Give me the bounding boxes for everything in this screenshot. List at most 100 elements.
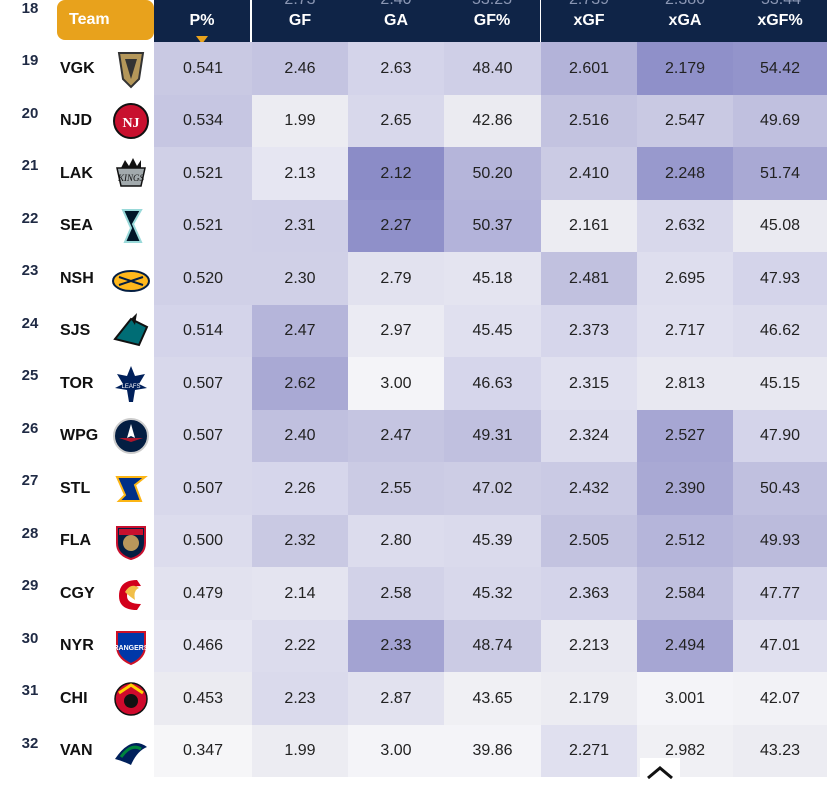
wpg-logo[interactable]: [111, 416, 151, 456]
team-abbreviation[interactable]: CGY: [60, 585, 95, 602]
stat-cell-xgf-pct: 49.93: [733, 515, 827, 567]
stat-cell-ga: 2.87: [348, 672, 444, 725]
fla-logo[interactable]: [111, 521, 151, 561]
header-ghost-wrapper: 53.44: [733, 0, 827, 14]
team-abbreviation[interactable]: NSH: [60, 270, 94, 287]
stat-cell-xgf-pct: 49.69: [733, 95, 827, 147]
stat-cell-gf-pct: 45.18: [444, 252, 541, 305]
team-abbreviation[interactable]: NJD: [60, 112, 93, 129]
team-abbreviation[interactable]: SEA: [60, 217, 93, 234]
stat-cell-ga: 2.80: [348, 515, 444, 567]
table-row[interactable]: 27 STL 0.507 2.26 2.55 47.02 2.432 2.390 50.43: [0, 462, 827, 515]
stat-cell-xga: 2.179: [637, 42, 733, 95]
stat-cell-xgf-pct: 47.77: [733, 567, 827, 620]
stat-cell-xgf-pct: 50.43: [733, 462, 827, 515]
team-column-header[interactable]: Team: [57, 0, 154, 40]
lak-logo[interactable]: KINGS: [111, 154, 151, 194]
stl-logo[interactable]: [111, 469, 151, 509]
stat-cell-gf: 2.40: [252, 410, 348, 462]
team-abbreviation[interactable]: FLA: [60, 532, 92, 549]
rank-number: 32: [21, 735, 39, 752]
stat-cell-p-pct: 0.500: [154, 515, 252, 567]
table-row[interactable]: 21 LAK KINGS 0.521 2.13 2.12 50.20 2.410 2.248 51…: [0, 147, 827, 200]
scroll-to-top-button[interactable]: [640, 758, 680, 783]
table-row[interactable]: 19 VGK 0.541 2.46 2.63 48.40 2.601 2.179 54.42: [0, 42, 827, 95]
vgk-logo[interactable]: [111, 49, 151, 89]
cgy-logo[interactable]: [111, 574, 151, 614]
rank-number: 19: [21, 52, 39, 69]
stat-cell-xgf-pct: 47.93: [733, 252, 827, 305]
stat-cell-p-pct: 0.507: [154, 462, 252, 515]
table-row[interactable]: 26 WPG 0.507 2.40 2.47 49.31 2.324 2.527 47.90: [0, 410, 827, 462]
team-abbreviation[interactable]: VGK: [60, 60, 95, 77]
team-abbreviation[interactable]: VAN: [60, 742, 93, 759]
stat-cell-gf: 1.99: [252, 95, 348, 147]
stat-cell-ga: 2.33: [348, 620, 444, 672]
stat-cell-gf: 2.31: [252, 200, 348, 252]
table-row[interactable]: 32 VAN 0.347 1.99 3.00 39.86 2.271 2.982 43.23: [0, 725, 827, 777]
stat-cell-gf: 2.23: [252, 672, 348, 725]
sea-logo[interactable]: [111, 206, 151, 246]
table-row[interactable]: 22 SEA 0.521 2.31 2.27 50.37 2.161 2.632 45.08: [0, 200, 827, 252]
stat-cell-xga: 2.632: [637, 200, 733, 252]
stat-cell-xgf: 2.363: [541, 567, 637, 620]
header-ghost-wrapper: 2.386: [637, 0, 733, 14]
team-abbreviation[interactable]: TOR: [60, 375, 94, 392]
stat-cell-xga: 2.813: [637, 357, 733, 410]
team-abbreviation[interactable]: LAK: [60, 165, 93, 182]
stat-cell-p-pct: 0.521: [154, 147, 252, 200]
table-row[interactable]: 28 FLA 0.500 2.32 2.80 45.39 2.505 2.512 49.93: [0, 515, 827, 567]
stat-cell-xga: 2.494: [637, 620, 733, 672]
stat-cell-p-pct: 0.534: [154, 95, 252, 147]
stat-cell-xgf: 2.271: [541, 725, 637, 777]
column-header-ga[interactable]: GA: [348, 0, 444, 42]
column-header-p-pct[interactable]: P%: [154, 0, 250, 42]
header-ghost-value: 2.40: [348, 0, 444, 9]
stat-cell-gf-pct: 50.20: [444, 147, 541, 200]
table-row[interactable]: 23 NSH 0.520 2.30 2.79 45.18 2.481 2.695 47.93: [0, 252, 827, 305]
table-row[interactable]: 31 CHI 0.453 2.23 2.87 43.65 2.179 3.001 42.07: [0, 672, 827, 725]
table-row[interactable]: 29 CGY 0.479 2.14 2.58 45.32 2.363 2.584 47.77: [0, 567, 827, 620]
stat-cell-xgf-pct: 42.07: [733, 672, 827, 725]
rank-number: 20: [21, 105, 39, 122]
column-header-gf[interactable]: GF: [252, 0, 348, 42]
column-header-xgf-pct[interactable]: xGF%: [733, 0, 827, 42]
stat-cell-xgf-pct: 45.15: [733, 357, 827, 410]
stat-cell-ga: 2.65: [348, 95, 444, 147]
stat-cell-gf: 2.14: [252, 567, 348, 620]
table-row[interactable]: 20 NJD NJ 0.534 1.99 2.65 42.86 2.516 2.547 49.69: [0, 95, 827, 147]
team-abbreviation[interactable]: STL: [60, 480, 91, 497]
stat-cell-xgf-pct: 51.74: [733, 147, 827, 200]
nyr-logo[interactable]: RANGERS: [111, 626, 151, 666]
column-header-xga[interactable]: xGA: [637, 0, 733, 42]
column-header-gf-pct[interactable]: GF%: [444, 0, 540, 42]
table-row[interactable]: 30 NYR RANGERS 0.466 2.22 2.33 48.74 2.213 2.494…: [0, 620, 827, 672]
rank-number: 24: [21, 315, 39, 332]
column-header-xgf[interactable]: xGF: [541, 0, 637, 42]
header-ghost-wrapper: 2.739: [541, 0, 637, 14]
chi-logo[interactable]: [111, 679, 151, 719]
sort-indicator-icon: [196, 36, 208, 44]
stat-cell-gf-pct: 50.37: [444, 200, 541, 252]
team-abbreviation[interactable]: NYR: [60, 637, 94, 654]
njd-logo[interactable]: NJ: [111, 101, 151, 141]
table-row[interactable]: 25 TOR LEAFS 0.507 2.62 3.00 46.63 2.315 2.813 45…: [0, 357, 827, 410]
team-abbreviation[interactable]: WPG: [60, 427, 99, 444]
stat-cell-xgf: 2.516: [541, 95, 637, 147]
stat-cell-p-pct: 0.521: [154, 200, 252, 252]
sjs-logo[interactable]: [111, 311, 151, 351]
svg-text:KINGS: KINGS: [117, 173, 145, 183]
stat-cell-p-pct: 0.514: [154, 305, 252, 357]
header-ghost-value: 2.739: [541, 0, 637, 9]
stat-cell-xgf-pct: 43.23: [733, 725, 827, 777]
stat-cell-ga: 2.47: [348, 410, 444, 462]
table-row[interactable]: 24 SJS 0.514 2.47 2.97 45.45 2.373 2.717 46.62: [0, 305, 827, 357]
team-abbreviation[interactable]: CHI: [60, 690, 88, 707]
nsh-logo[interactable]: [111, 259, 151, 299]
tor-logo[interactable]: LEAFS: [111, 364, 151, 404]
stat-cell-gf-pct: 42.86: [444, 95, 541, 147]
stat-cell-xgf: 2.505: [541, 515, 637, 567]
team-abbreviation[interactable]: SJS: [60, 322, 91, 339]
van-logo[interactable]: [111, 731, 151, 771]
stat-cell-xga: 2.248: [637, 147, 733, 200]
